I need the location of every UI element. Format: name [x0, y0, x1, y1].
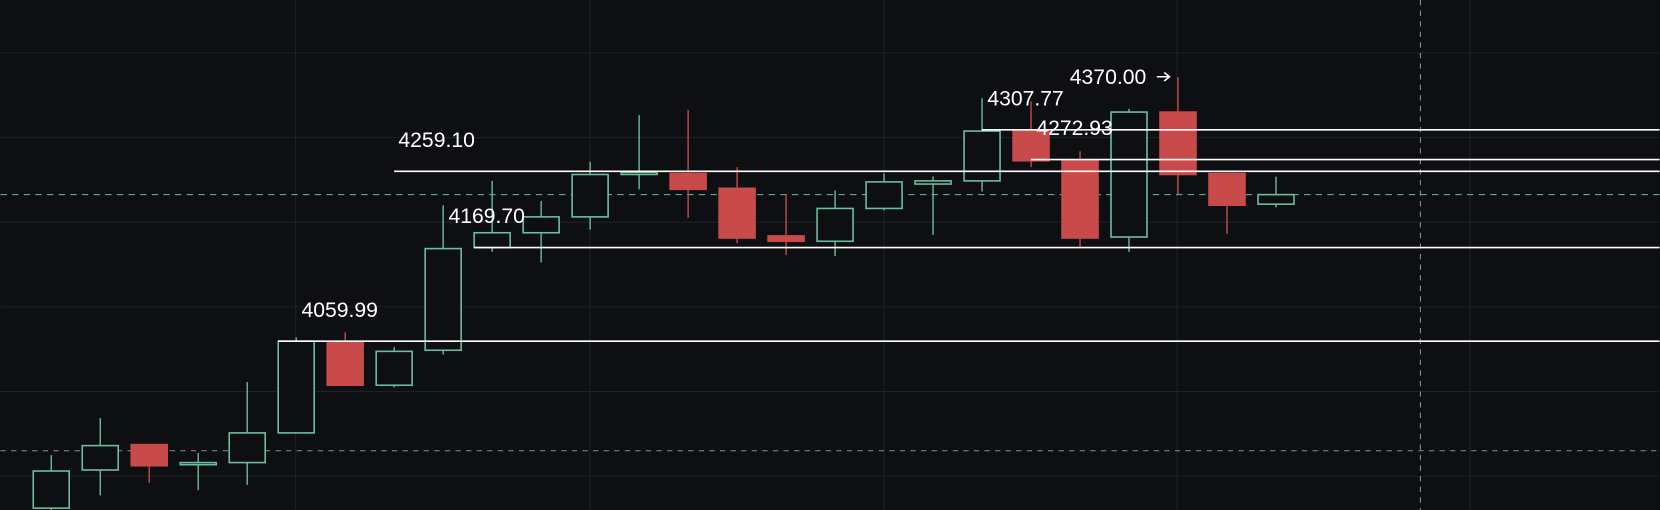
candle-body — [571, 173, 609, 218]
candle-body — [767, 235, 805, 243]
candle-body — [179, 461, 217, 466]
candle-body — [1061, 159, 1099, 239]
level-label: 4370.00 — [1070, 66, 1146, 89]
candle-body — [816, 207, 854, 243]
candle-body — [81, 444, 120, 471]
level-label: 4307.77 — [987, 87, 1063, 110]
candle-body — [1012, 130, 1050, 162]
candle-body — [865, 181, 903, 210]
level-label: 4259.10 — [398, 129, 474, 152]
candle-body — [1110, 111, 1148, 238]
level-label: 4169.70 — [448, 205, 524, 228]
candle-body — [473, 231, 511, 249]
candle-body — [1159, 111, 1197, 176]
candle-body — [277, 340, 315, 434]
candle-body — [522, 216, 560, 234]
candle-body — [1257, 193, 1295, 205]
candle-body — [32, 470, 71, 509]
candle-body — [620, 171, 658, 176]
candle-body — [228, 432, 266, 464]
plot: 4059.99 4169.70 4259.10 4307.77 4272.93 4370.… — [0, 66, 1660, 510]
candle-body — [375, 350, 413, 387]
level-arrow — [1156, 71, 1171, 82]
candle-body — [914, 180, 952, 185]
candle-body — [669, 172, 707, 191]
candle-body — [326, 341, 364, 387]
candle-body — [718, 187, 756, 239]
candle-body — [963, 130, 1001, 182]
level-label: 4059.99 — [301, 299, 377, 322]
candle-body — [1208, 172, 1246, 206]
level-label: 4272.93 — [1036, 117, 1112, 140]
candle-body — [130, 443, 169, 467]
candle-body — [424, 247, 462, 352]
